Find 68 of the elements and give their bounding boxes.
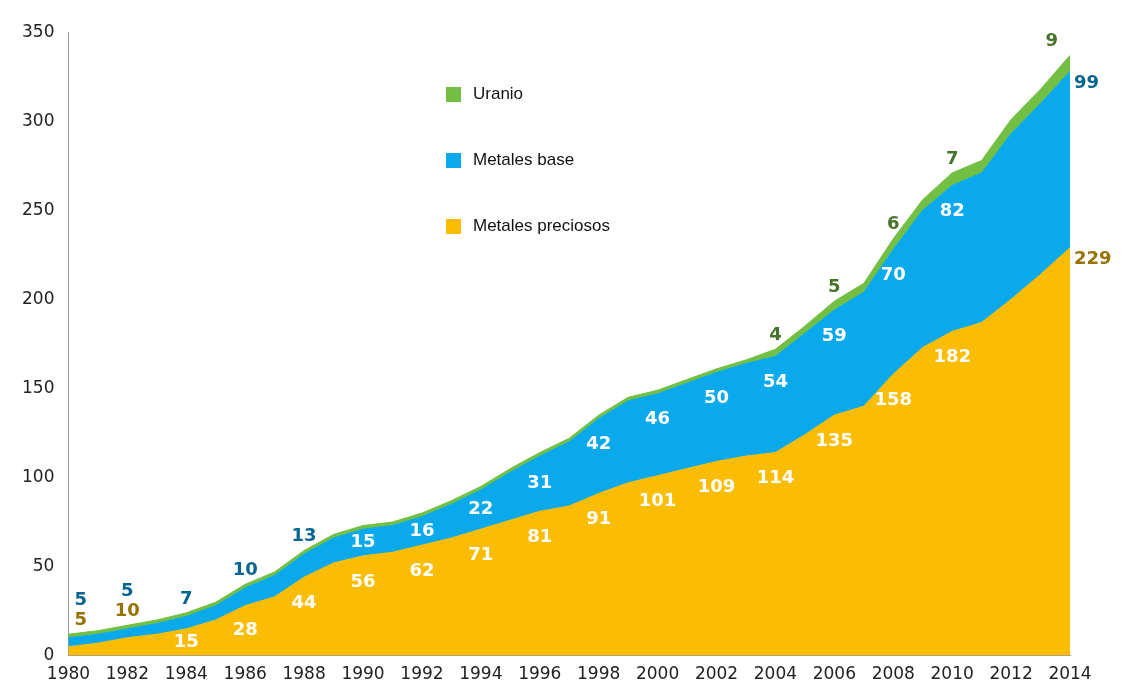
data-label: 229 (1074, 247, 1112, 269)
data-label: 5 (121, 578, 134, 600)
data-label: 101 (638, 489, 677, 511)
data-label: 9 (1045, 29, 1058, 51)
x-tick-label: 1992 (400, 663, 444, 684)
data-label: 13 (291, 524, 317, 546)
x-tick-label: 2010 (930, 663, 974, 684)
y-tick-label: 50 (32, 554, 55, 575)
x-tick-label: 1984 (164, 663, 208, 684)
data-label: 31 (527, 471, 553, 493)
data-label: 114 (756, 466, 795, 488)
data-label: 91 (586, 507, 612, 529)
data-label: 16 (409, 518, 435, 540)
x-tick-label: 2006 (812, 663, 856, 684)
data-label: 6 (886, 212, 900, 234)
data-label: 44 (291, 590, 317, 612)
data-label: 10 (232, 558, 258, 580)
data-label: 158 (874, 387, 913, 409)
x-tick-label: 2002 (694, 663, 739, 684)
data-label: 10 (114, 598, 140, 620)
data-label: 82 (939, 199, 965, 221)
data-label: 22 (468, 497, 494, 519)
x-tick-label: 1994 (459, 663, 503, 684)
data-label: 15 (173, 629, 199, 651)
x-tick-label: 1990 (341, 663, 385, 684)
data-label: 71 (468, 542, 494, 564)
data-label: 15 (350, 530, 376, 552)
data-label: 62 (409, 558, 435, 580)
data-label: 5 (74, 587, 87, 609)
data-label: 5 (74, 607, 87, 629)
data-label: 54 (762, 370, 788, 392)
legend-label: Uranio (473, 84, 524, 104)
data-label: 46 (645, 407, 671, 429)
data-label: 109 (697, 475, 736, 497)
y-tick-label: 0 (43, 644, 55, 665)
data-label: 135 (815, 428, 854, 450)
data-label: 42 (586, 432, 612, 454)
x-tick-label: 2000 (635, 663, 680, 684)
y-tick-label: 350 (21, 20, 55, 41)
y-tick-label: 300 (21, 109, 55, 130)
data-label: 4 (769, 322, 782, 344)
data-label: 5 (828, 274, 841, 296)
data-label: 50 (703, 386, 730, 408)
x-tick-label: 1980 (46, 663, 91, 684)
x-tick-label: 2004 (753, 663, 798, 684)
legend-label: Metales preciosos (473, 216, 611, 236)
data-label: 7 (180, 586, 193, 608)
x-tick-label: 2008 (871, 663, 915, 684)
y-tick-label: 100 (21, 465, 55, 486)
data-label: 28 (232, 618, 258, 640)
data-label: 59 (821, 323, 847, 345)
y-tick-label: 200 (21, 287, 55, 308)
data-label: 70 (880, 263, 906, 285)
x-tick-label: 2014 (1048, 663, 1092, 684)
x-tick-label: 1982 (105, 663, 149, 684)
x-tick-label: 1996 (518, 663, 562, 684)
y-tick-label: 250 (21, 198, 55, 219)
x-tick-label: 1998 (577, 663, 621, 684)
data-label: 81 (527, 525, 553, 546)
x-tick-label: 1988 (282, 663, 326, 684)
data-label: 7 (945, 146, 959, 168)
x-tick-label: 1986 (223, 663, 267, 684)
x-tick-label: 2012 (989, 663, 1033, 684)
y-tick-label: 150 (21, 376, 55, 397)
legend-label: Metales base (473, 150, 575, 170)
data-label: 56 (350, 569, 376, 591)
data-label: 182 (933, 345, 971, 367)
data-label: 99 (1074, 71, 1100, 93)
